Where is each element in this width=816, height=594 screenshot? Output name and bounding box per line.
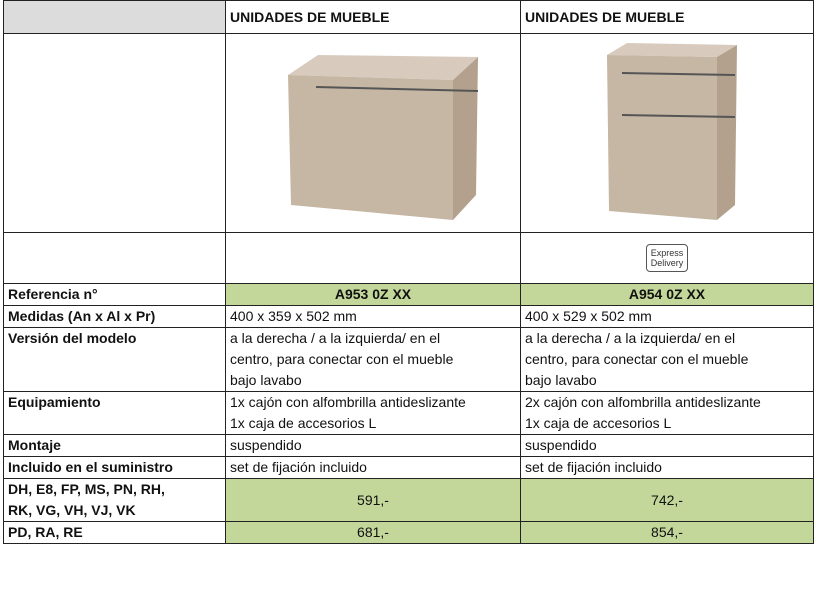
cabinet-image [607,43,737,220]
value-cell: 400 x 359 x 502 mm [225,305,521,328]
cell-line: bajo lavabo [525,372,597,388]
cell-line: 1x caja de accesorios L [230,415,377,431]
value-cell: 400 x 529 x 502 mm [520,305,814,328]
value-cell: set de fijación incluido [225,456,521,479]
cell-line: RK, VG, VH, VJ, VK [8,502,136,518]
spec-row: Montaje suspendido suspendido [3,434,814,457]
image-cell [520,33,814,233]
cell-line: DH, E8, FP, MS, PN, RH, [8,481,165,497]
cell-line: suspendido [230,437,302,453]
spec-row: PD, RA, RE 681,- 854,- [3,521,814,544]
row-label: Medidas (An x Al x Pr) [3,305,226,328]
spec-row: Incluido en el suministro set de fijación… [3,456,814,479]
row-label: Incluido en el suministro [3,456,226,479]
value-cell: 1x cajón con alfombrilla antideslizante 1… [225,391,521,435]
corner-cell [3,0,226,34]
cell-line: 400 x 359 x 502 mm [230,308,357,324]
cell-line: 854,- [651,524,683,540]
cell-line: Montaje [8,437,61,453]
spec-row: Equipamiento 1x cajón con alfombrilla ant… [3,391,814,435]
cell-line: 591,- [357,491,389,508]
image-row [3,33,814,233]
badge-cell: Express Delivery [520,232,814,284]
table-body: UNIDADES DE MUEBLE UNIDADES DE MUEBLE [3,0,814,544]
value-cell: 2x cajón con alfombrilla antideslizante 1… [520,391,814,435]
value-cell: 742,- [520,478,814,522]
badge-row: Express Delivery [3,232,814,284]
spec-row: Referencia n° A953 0Z XX A954 0Z XX [3,283,814,306]
value-cell: suspendido [225,434,521,457]
empty-cell [225,232,521,284]
value-cell: 591,- [225,478,521,522]
column-header: UNIDADES DE MUEBLE [225,0,521,34]
cell-line: Versión del modelo [8,330,137,346]
row-label: PD, RA, RE [3,521,226,544]
cell-line: centro, para conectar con el mueble [230,351,454,367]
value-cell: A953 0Z XX [225,283,521,306]
badge-line: Express [650,248,684,258]
cell-line: a la derecha / a la izquierda/ en el [230,330,441,346]
cell-line: 1x cajón con alfombrilla antideslizante [230,394,466,410]
cell-line: centro, para conectar con el mueble [525,351,749,367]
express-badge: Express Delivery [645,244,689,272]
cell-line: a la derecha / a la izquierda/ en el [525,330,736,346]
row-label: Equipamiento [3,391,226,435]
value-cell: suspendido [520,434,814,457]
spec-row: Versión del modelo a la derecha / a la iz… [3,327,814,392]
cell-line: Medidas (An x Al x Pr) [8,308,156,324]
cell-line: PD, RA, RE [8,524,83,540]
row-label: DH, E8, FP, MS, PN, RH, RK, VG, VH, VJ, V… [3,478,226,522]
cell-line: set de fijación incluido [230,459,367,475]
image-cell [225,33,521,233]
value-cell: a la derecha / a la izquierda/ en el cent… [520,327,814,392]
badge-line: Delivery [650,258,684,268]
empty-cell [3,232,226,284]
cell-line: 742,- [651,491,683,508]
cell-line: 400 x 529 x 502 mm [525,308,652,324]
value-cell: 854,- [520,521,814,544]
header-row: UNIDADES DE MUEBLE UNIDADES DE MUEBLE [3,0,814,34]
cell-line: A954 0Z XX [628,286,706,302]
cabinet-image [288,55,479,220]
row-label: Montaje [3,434,226,457]
cell-line: Incluido en el suministro [8,459,173,475]
value-cell: set de fijación incluido [520,456,814,479]
cell-line: suspendido [525,437,597,453]
cell-line: A953 0Z XX [334,286,412,302]
column-header: UNIDADES DE MUEBLE [520,0,814,34]
product-table: UNIDADES DE MUEBLE UNIDADES DE MUEBLE [3,0,814,544]
value-cell: A954 0Z XX [520,283,814,306]
cell-line: 681,- [357,524,389,540]
spec-row: Medidas (An x Al x Pr) 400 x 359 x 502 mm… [3,305,814,328]
cell-line: 1x caja de accesorios L [525,415,672,431]
cell-line: set de fijación incluido [525,459,662,475]
spec-row: DH, E8, FP, MS, PN, RH, RK, VG, VH, VJ, V… [3,478,814,522]
empty-cell [3,33,226,233]
row-label: Referencia n° [3,283,226,306]
cell-line: Equipamiento [8,394,101,410]
value-cell: 681,- [225,521,521,544]
row-label: Versión del modelo [3,327,226,392]
cell-line: bajo lavabo [230,372,302,388]
cell-line: 2x cajón con alfombrilla antideslizante [525,394,761,410]
value-cell: a la derecha / a la izquierda/ en el cent… [225,327,521,392]
cell-line: Referencia n° [8,286,98,302]
